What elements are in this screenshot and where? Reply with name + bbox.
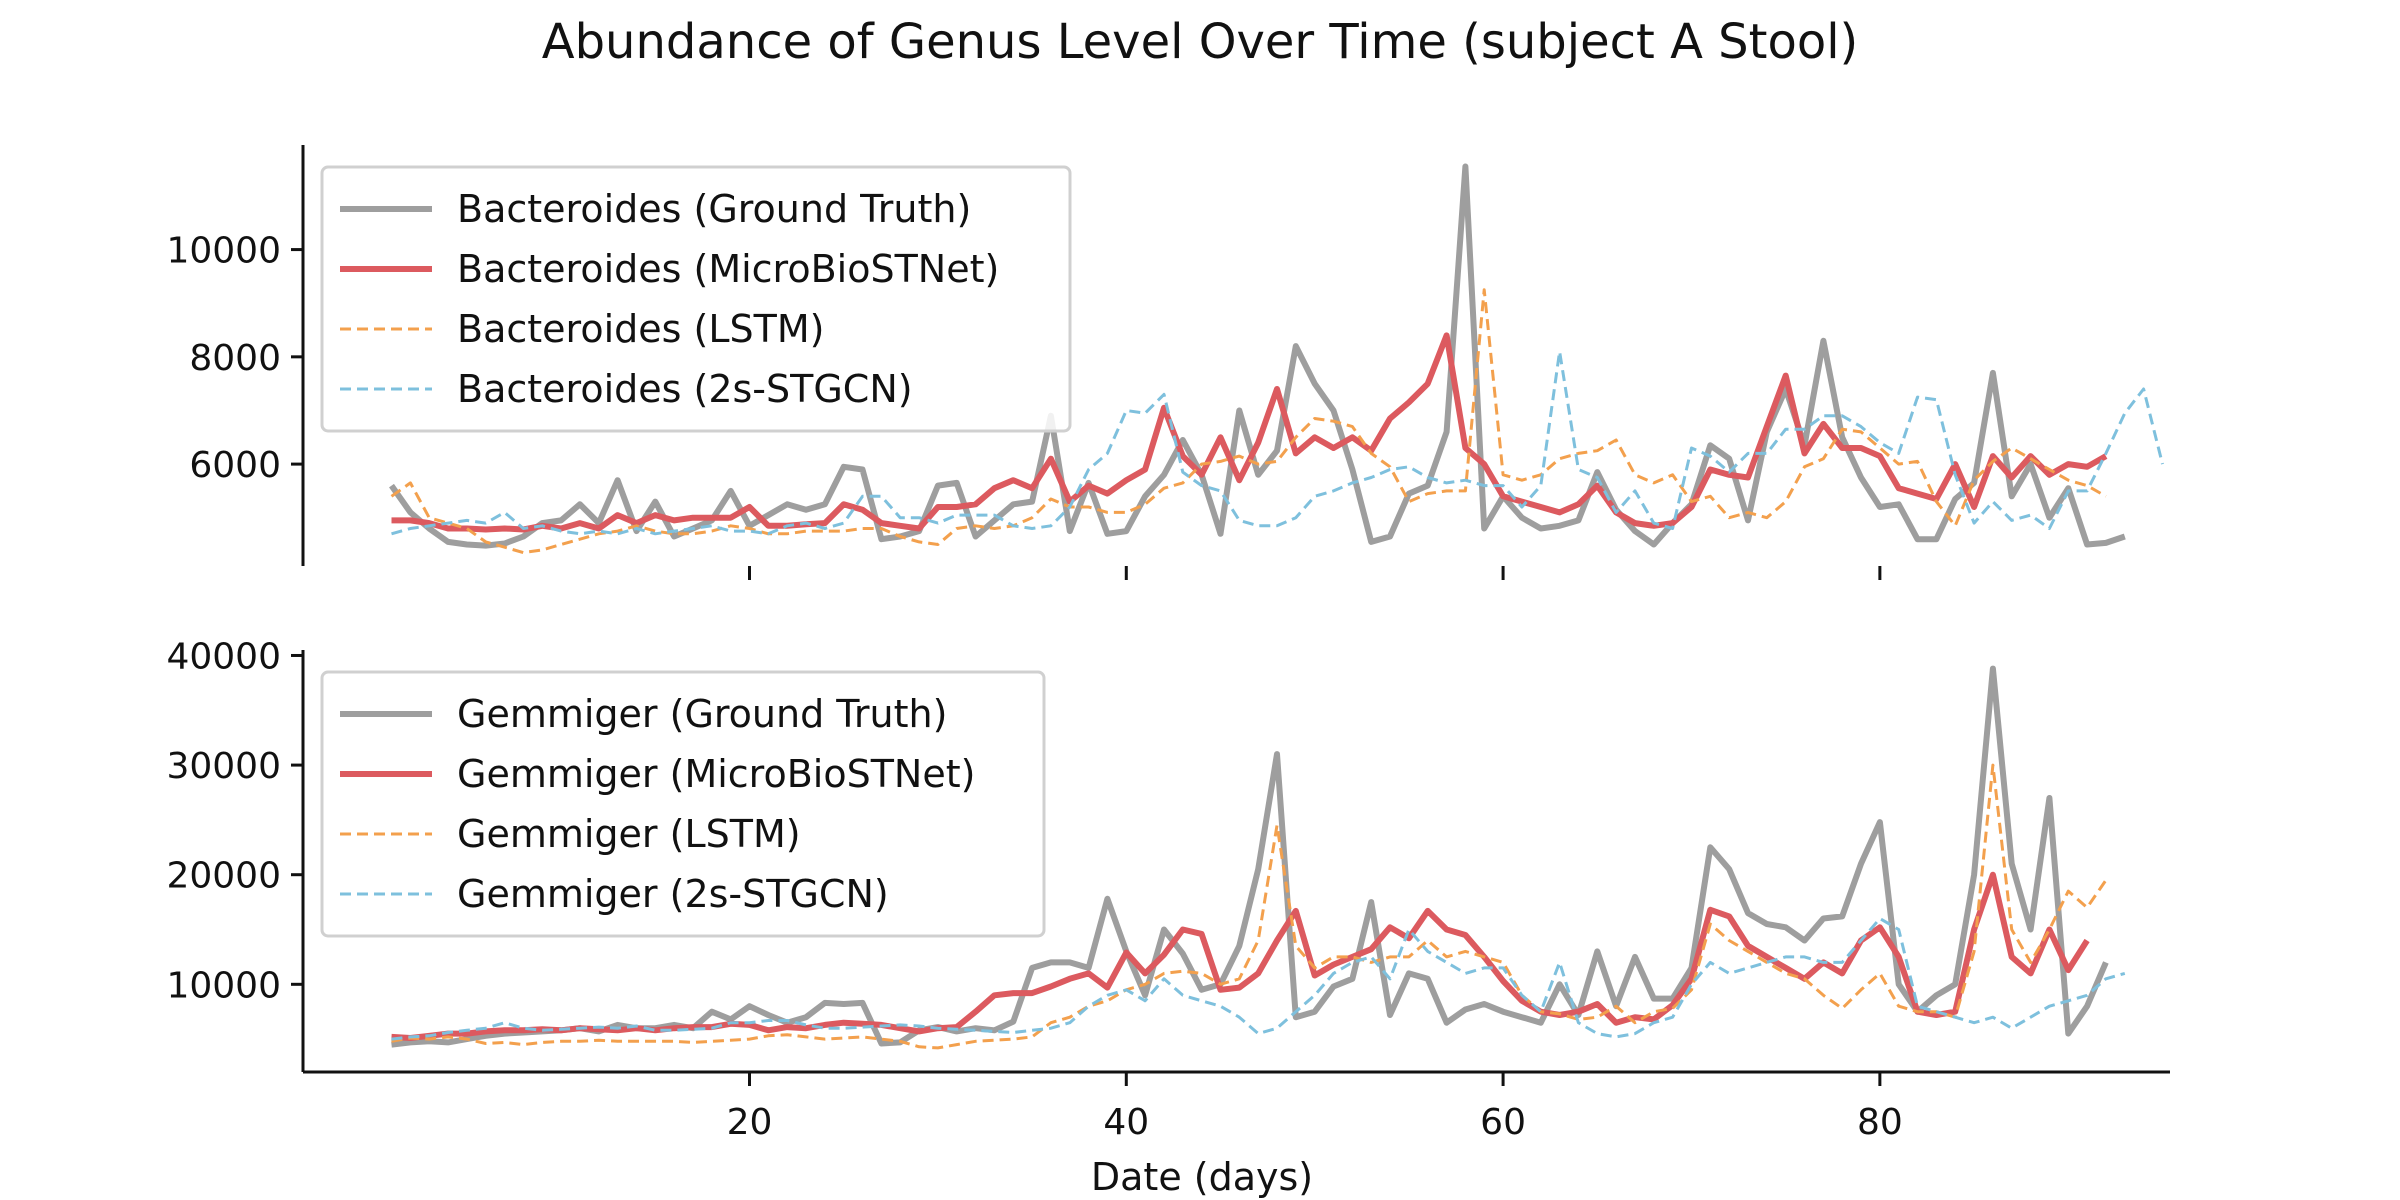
legend-label: Bacteroides (Ground Truth) <box>457 187 971 231</box>
panel-bacteroides: 6000 8000 10000 Bacteroides (Ground Truth) B… <box>166 145 2164 580</box>
y-tick-label: 30000 <box>166 746 281 787</box>
y-tick-label: 10000 <box>166 965 281 1006</box>
x-tick-label: 20 <box>727 1102 773 1143</box>
legend-label: Gemmiger (MicroBioSTNet) <box>457 752 975 796</box>
chart-title: Abundance of Genus Level Over Time (subj… <box>542 14 1859 70</box>
legend-label: Bacteroides (MicroBioSTNet) <box>457 247 999 291</box>
x-axis-label: Date (days) <box>1091 1155 1313 1199</box>
y-tick-label: 8000 <box>189 338 281 379</box>
legend-label: Gemmiger (LSTM) <box>457 812 801 856</box>
x-tick-label: 80 <box>1857 1102 1903 1143</box>
y-tick-label: 40000 <box>166 636 281 677</box>
legend-label: Gemmiger (2s-STGCN) <box>457 872 889 916</box>
y-tick-label: 10000 <box>166 231 281 272</box>
x-tick-label: 60 <box>1480 1102 1526 1143</box>
series-line-1-2 <box>391 763 2108 1050</box>
y-tick-label: 20000 <box>166 856 281 897</box>
legend-label: Bacteroides (LSTM) <box>457 307 824 351</box>
panel-gemmiger: 10000 20000 30000 40000 20 40 60 80 Gemmiger (Gr… <box>166 636 2170 1143</box>
legend-box <box>320 670 1046 938</box>
legend-label: Bacteroides (2s-STGCN) <box>457 367 913 411</box>
x-tick-label: 40 <box>1103 1102 1149 1143</box>
series-line-0-3 <box>391 350 2164 536</box>
y-tick-label: 6000 <box>189 445 281 486</box>
legend-label: Gemmiger (Ground Truth) <box>457 692 947 736</box>
series-line-0-2 <box>390 288 2107 555</box>
series-line-1-3 <box>391 917 2126 1041</box>
legend-box <box>320 165 1072 433</box>
